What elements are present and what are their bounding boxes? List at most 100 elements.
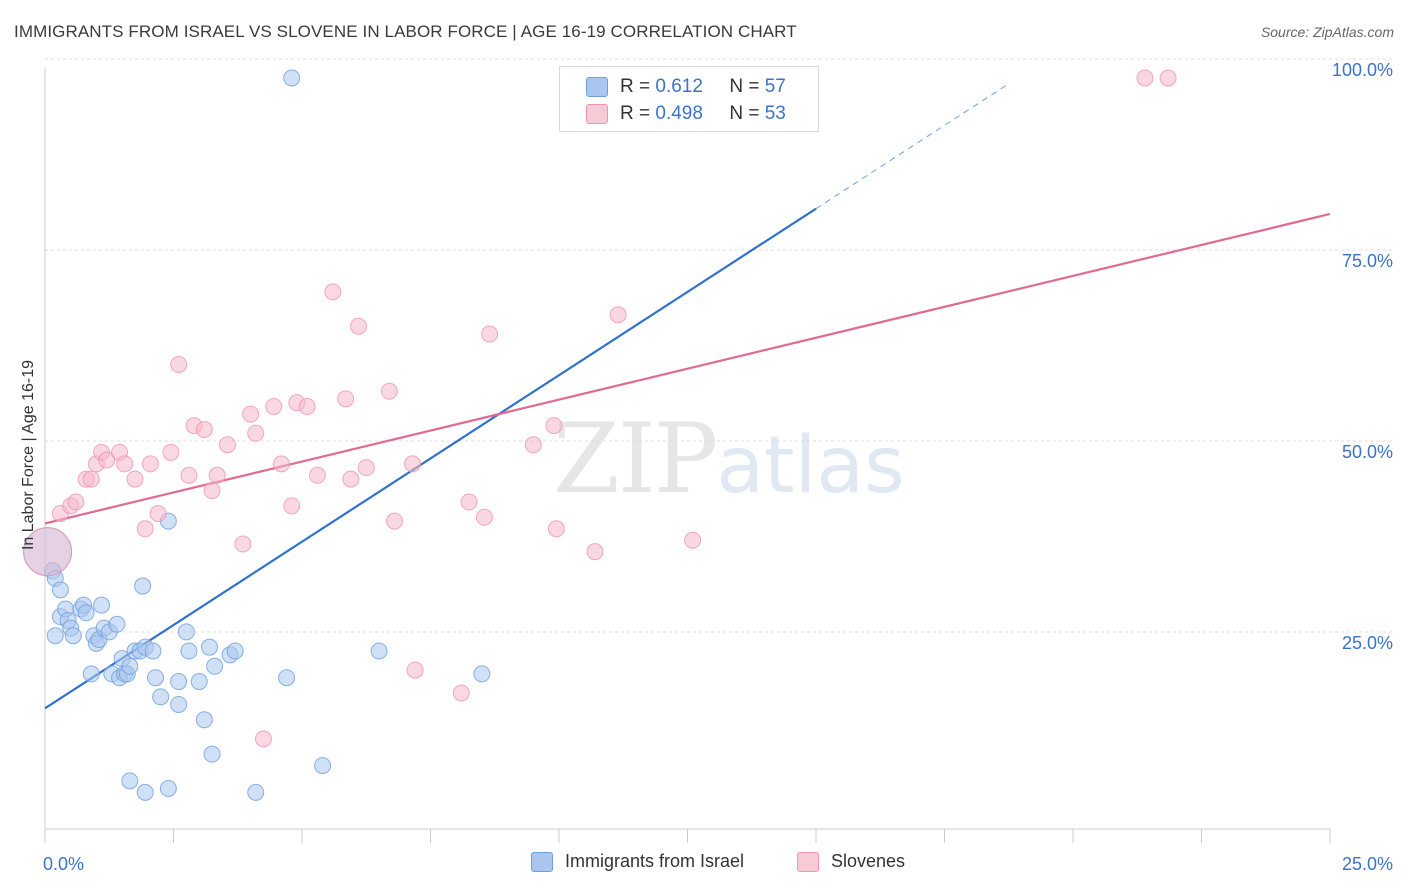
point-israel xyxy=(203,745,221,763)
point-slovenes xyxy=(126,470,144,488)
point-israel xyxy=(226,642,244,660)
point-israel xyxy=(77,604,95,622)
point-israel xyxy=(121,772,139,790)
point-slovenes xyxy=(524,436,542,454)
correlation-legend: R = 0.612 N = 57 R = 0.498 N = 53 xyxy=(559,66,819,132)
y-tick-label: 50.0% xyxy=(1342,442,1393,462)
point-slovenes xyxy=(82,470,100,488)
axes xyxy=(44,68,1331,843)
point-israel xyxy=(370,642,388,660)
point-slovenes xyxy=(149,504,167,522)
point-slovenes xyxy=(203,482,221,500)
point-slovenes xyxy=(684,531,702,549)
point-israel xyxy=(152,688,170,706)
y-tick-label: 75.0% xyxy=(1342,251,1393,271)
r-label: R = xyxy=(620,76,651,97)
point-slovenes xyxy=(337,390,355,408)
point-slovenes xyxy=(23,527,73,577)
point-israel xyxy=(144,642,162,660)
point-israel xyxy=(159,780,177,798)
point-slovenes xyxy=(308,466,326,484)
data-points xyxy=(23,69,1177,801)
point-israel xyxy=(283,69,301,87)
point-israel xyxy=(136,783,154,801)
legend-item-slovenes: Slovenes xyxy=(797,851,905,872)
point-slovenes xyxy=(265,398,283,416)
x-tick-label: 0.0% xyxy=(43,854,84,874)
point-slovenes xyxy=(218,436,236,454)
point-israel xyxy=(134,577,152,595)
point-slovenes xyxy=(404,455,422,473)
point-israel xyxy=(314,757,332,775)
trend-lines xyxy=(44,84,1331,710)
legend-swatch-israel xyxy=(531,851,553,872)
point-slovenes xyxy=(406,661,424,679)
point-slovenes xyxy=(298,398,316,416)
watermark-zip: ZIP xyxy=(553,403,718,515)
trend-line-slovenes xyxy=(44,212,1331,525)
point-israel xyxy=(108,615,126,633)
x-tick-label: 25.0% xyxy=(1342,854,1393,874)
point-israel xyxy=(82,665,100,683)
legend-label-israel: Immigrants from Israel xyxy=(565,851,745,871)
trend-line-israel xyxy=(44,207,817,710)
gridlines xyxy=(45,58,1395,633)
legend-row-slovenes: R = 0.498 N = 53 xyxy=(620,103,786,125)
legend-swatch-israel xyxy=(586,77,608,97)
point-slovenes xyxy=(380,382,398,400)
legend-label-slovenes: Slovenes xyxy=(831,851,906,871)
point-slovenes xyxy=(1136,69,1154,87)
legend-row-israel: R = 0.612 N = 57 xyxy=(620,76,786,98)
point-israel xyxy=(247,783,265,801)
y-tick-label: 25.0% xyxy=(1342,633,1393,653)
chart-title: IMMIGRANTS FROM ISRAEL VS SLOVENE IN LAB… xyxy=(14,22,797,41)
point-israel xyxy=(51,581,69,599)
point-slovenes xyxy=(350,317,368,335)
point-slovenes xyxy=(475,508,493,526)
point-slovenes xyxy=(234,535,252,553)
point-slovenes xyxy=(342,470,360,488)
point-slovenes xyxy=(547,520,565,538)
legend-swatch-slovenes xyxy=(797,851,819,872)
point-slovenes xyxy=(162,443,180,461)
point-israel xyxy=(170,695,188,713)
point-slovenes xyxy=(242,405,260,423)
point-slovenes xyxy=(98,451,116,469)
point-slovenes xyxy=(324,283,342,301)
point-israel xyxy=(170,673,188,691)
legend-item-israel: Immigrants from Israel xyxy=(531,851,744,872)
trend-line-israel-extension xyxy=(815,84,1007,210)
r-value: 0.612 xyxy=(655,76,703,97)
y-tick-label: 100.0% xyxy=(1332,60,1393,80)
point-slovenes xyxy=(195,420,213,438)
n-label: N = xyxy=(729,103,760,124)
point-israel xyxy=(473,665,491,683)
point-slovenes xyxy=(254,730,272,748)
point-israel xyxy=(46,627,64,645)
point-israel xyxy=(121,657,139,675)
point-israel xyxy=(278,669,296,687)
point-slovenes xyxy=(283,497,301,515)
point-slovenes xyxy=(460,493,478,511)
point-israel xyxy=(93,596,111,614)
point-israel xyxy=(200,638,218,656)
point-israel xyxy=(195,711,213,729)
point-slovenes xyxy=(545,417,563,435)
point-slovenes xyxy=(141,455,159,473)
point-slovenes xyxy=(67,493,85,511)
y-axis-label: In Labor Force | Age 16-19 xyxy=(20,360,37,550)
point-slovenes xyxy=(180,466,198,484)
point-slovenes xyxy=(481,325,499,343)
legend-swatch-slovenes xyxy=(586,104,608,124)
point-slovenes xyxy=(170,356,188,373)
r-label: R = xyxy=(620,103,651,124)
point-slovenes xyxy=(247,424,265,442)
point-slovenes xyxy=(386,512,404,530)
n-label: N = xyxy=(729,76,760,97)
point-slovenes xyxy=(272,455,290,473)
point-israel xyxy=(190,673,208,691)
source-label: Source: ZipAtlas.com xyxy=(1260,24,1394,40)
point-israel xyxy=(147,669,165,687)
point-slovenes xyxy=(357,459,375,477)
